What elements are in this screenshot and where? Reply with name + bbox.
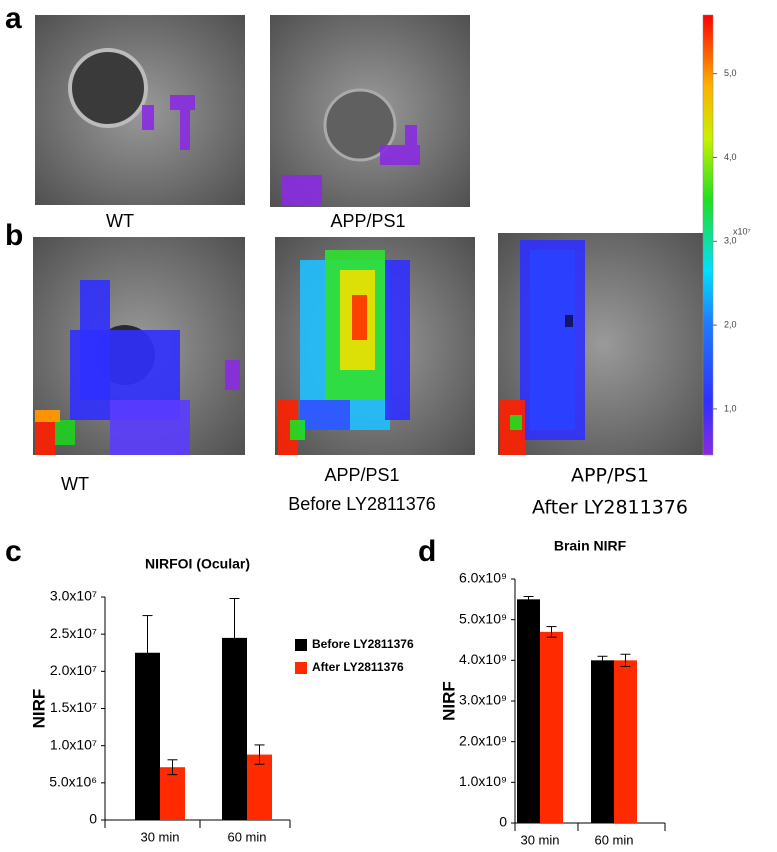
image-caption: APP/PS1	[324, 465, 399, 485]
y-axis-label: NIRF	[29, 689, 48, 729]
heat-patch	[142, 105, 154, 130]
bar	[614, 660, 637, 823]
heat-patch	[565, 315, 573, 327]
y-tick-label: 2.0x10⁹	[459, 732, 507, 748]
y-tick-label: 4.0x10⁹	[459, 651, 507, 667]
image-caption: APP/PS1	[330, 211, 405, 231]
eye	[68, 48, 148, 128]
panel-label: b	[5, 219, 23, 252]
legend-label: After LY2811376	[312, 660, 404, 674]
heat-patch	[282, 175, 322, 205]
y-tick-label: 0	[499, 814, 507, 830]
bar	[247, 754, 272, 820]
heat-patch	[300, 400, 350, 430]
y-tick-label: 3.0x10⁷	[50, 588, 97, 604]
chart-title: NIRFOI (Ocular)	[145, 556, 250, 572]
y-tick-label: 5.0x10⁶	[49, 774, 97, 790]
y-tick-label: 6.0x10⁹	[459, 570, 507, 586]
heat-patch	[35, 410, 60, 422]
colorbar-tick-label: 3,0	[724, 236, 737, 246]
x-tick-label: 60 min	[227, 829, 266, 844]
heat-patch	[405, 125, 417, 145]
x-tick-label: 60 min	[594, 832, 633, 847]
y-tick-label: 3.0x10⁹	[459, 692, 507, 708]
images	[33, 15, 708, 455]
panel-label: c	[5, 535, 22, 568]
bar	[540, 631, 563, 823]
legend-label: Before LY2811376	[312, 637, 414, 651]
heat-patch	[180, 110, 190, 150]
image-caption: After LY2811376	[532, 497, 688, 519]
y-tick-label: 5.0x10⁹	[459, 610, 507, 626]
heat-patch	[290, 420, 305, 440]
y-axis-label: NIRF	[439, 681, 458, 721]
y-tick-label: 1.0x10⁷	[50, 736, 97, 752]
panel-label: d	[418, 535, 436, 568]
heat-patch	[510, 415, 522, 430]
colorbar-tick-label: 5,0	[724, 68, 737, 78]
image-caption: Before LY2811376	[288, 494, 435, 514]
heat-patch	[380, 145, 420, 165]
heat-patch	[530, 250, 575, 430]
image-caption: WT	[106, 211, 134, 231]
heat-patch	[170, 95, 195, 110]
chart-title: Brain NIRF	[554, 538, 627, 554]
panel-label: a	[5, 2, 22, 35]
y-tick-label: 2.0x10⁷	[50, 662, 97, 678]
colorbar-tick-label: 2,0	[724, 319, 737, 329]
heat-patch	[110, 400, 190, 455]
bar	[160, 767, 185, 820]
heat-patch	[278, 400, 298, 455]
y-tick-label: 2.5x10⁷	[50, 625, 97, 641]
y-tick-label: 1.0x10⁹	[459, 773, 507, 789]
colorbar-tick-label: 1,0	[724, 403, 737, 413]
bar	[517, 599, 540, 823]
y-tick-label: 0	[89, 811, 97, 827]
legend-swatch	[295, 662, 307, 674]
x-tick-label: 30 min	[520, 832, 559, 847]
colorbar-multiplier: x10⁷	[733, 226, 751, 236]
y-tick-label: 1.5x10⁷	[50, 699, 97, 715]
x-tick-label: 30 min	[140, 829, 179, 844]
image-caption: WT	[61, 474, 89, 494]
bar	[591, 660, 614, 823]
colorbar-tick-label: 4,0	[724, 152, 737, 162]
eye	[323, 88, 397, 162]
image-caption: APP/PS1	[571, 465, 649, 487]
heat-patch	[225, 360, 240, 390]
heat-patch	[352, 295, 367, 340]
heat-patch	[385, 260, 410, 420]
colorbar	[702, 14, 714, 456]
heat-patch	[55, 420, 75, 445]
legend-swatch	[295, 639, 307, 651]
